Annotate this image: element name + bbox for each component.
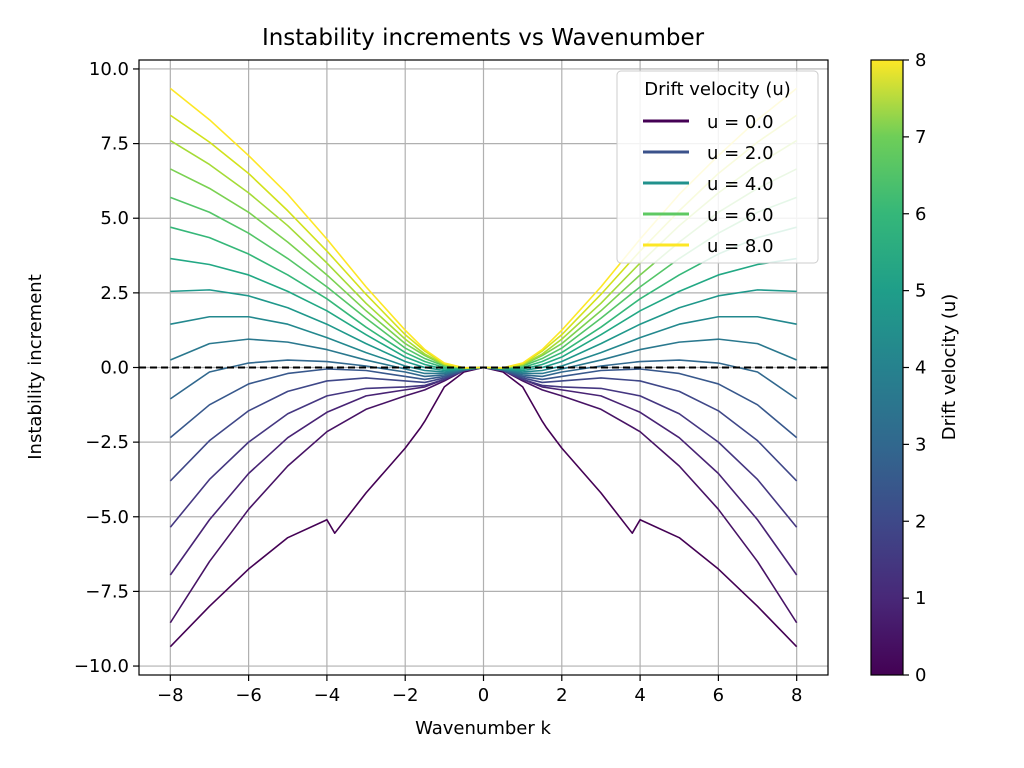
legend-entry-label: u = 6.0 bbox=[707, 205, 774, 226]
colorbar-tick-label: 7 bbox=[915, 127, 926, 148]
y-tick-label: 7.5 bbox=[100, 134, 129, 155]
x-tick-label: 6 bbox=[713, 685, 724, 706]
colorbar-tick-label: 3 bbox=[915, 434, 926, 455]
y-tick-label: 0.0 bbox=[100, 358, 129, 379]
legend-entry-label: u = 2.0 bbox=[707, 143, 774, 164]
y-tick-label: −5.0 bbox=[85, 507, 129, 528]
x-tick-label: 0 bbox=[478, 685, 489, 706]
chart-title: Instability increments vs Wavenumber bbox=[262, 25, 705, 51]
x-tick-label: −6 bbox=[235, 685, 262, 706]
y-tick-label: 10.0 bbox=[89, 59, 129, 80]
y-tick-label: −2.5 bbox=[85, 432, 129, 453]
colorbar-label: Drift velocity (u) bbox=[939, 294, 960, 441]
colorbar-tick-label: 0 bbox=[915, 665, 926, 686]
legend-title: Drift velocity (u) bbox=[644, 79, 791, 100]
x-axis-label: Wavenumber k bbox=[415, 718, 551, 739]
y-axis-label: Instability increment bbox=[25, 274, 46, 460]
x-tick-label: −2 bbox=[392, 685, 419, 706]
x-tick-label: 4 bbox=[634, 685, 645, 706]
colorbar-tick-label: 2 bbox=[915, 511, 926, 532]
x-tick-label: 2 bbox=[556, 685, 567, 706]
y-tick-label: −7.5 bbox=[85, 581, 129, 602]
colorbar-tick-label: 1 bbox=[915, 588, 926, 609]
x-tick-label: −8 bbox=[157, 685, 184, 706]
y-tick-label: 5.0 bbox=[100, 208, 129, 229]
colorbar: 0 1 2 3 4 5 6 7 8 bbox=[870, 50, 926, 686]
legend-entry-label: u = 8.0 bbox=[707, 236, 774, 257]
x-tick-label: 8 bbox=[791, 685, 802, 706]
legend-entry-label: u = 0.0 bbox=[707, 112, 774, 133]
colorbar-gradient bbox=[870, 59, 904, 676]
series-lines bbox=[139, 87, 828, 648]
legend: Drift velocity (u) u = 0.0 u = 2.0 u = 4.0 u… bbox=[616, 70, 819, 264]
colorbar-tick-label: 6 bbox=[915, 204, 926, 225]
y-tick-label: −10.0 bbox=[74, 656, 129, 677]
y-tick-label: 2.5 bbox=[100, 283, 129, 304]
colorbar-tick-label: 4 bbox=[915, 358, 926, 379]
colorbar-tick-label: 8 bbox=[915, 50, 926, 71]
x-tick-label: −4 bbox=[314, 685, 341, 706]
legend-entry-label: u = 4.0 bbox=[707, 174, 774, 195]
colorbar-tick-label: 5 bbox=[915, 281, 926, 302]
